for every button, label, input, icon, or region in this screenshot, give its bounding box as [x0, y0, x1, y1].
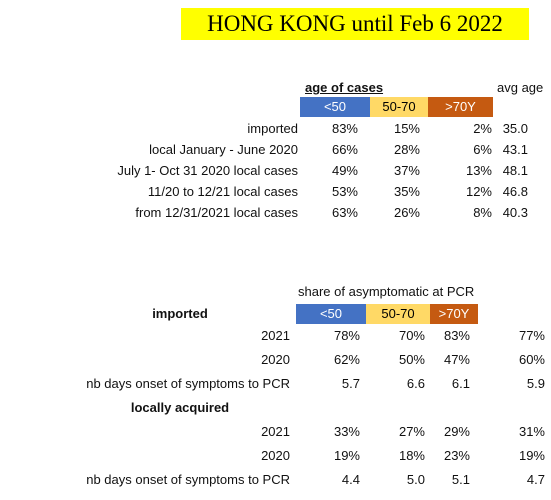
cell: 62% — [333, 352, 360, 367]
cell: 29% — [443, 424, 470, 439]
cell: 48.1 — [502, 163, 528, 178]
cell: 35% — [393, 184, 420, 199]
cell: 83% — [331, 121, 358, 136]
cell: 5.0 — [406, 472, 425, 487]
group-label: share of asymptomatic at PCR — [298, 284, 475, 299]
column-header: <50 — [296, 304, 366, 324]
cell: 37% — [393, 163, 420, 178]
cell: 35.0 — [502, 121, 528, 136]
row-label: July 1- Oct 31 2020 local cases — [117, 163, 298, 178]
cell: 31% — [518, 424, 545, 439]
column-header: 50-70 — [366, 304, 430, 324]
row-label: from 12/31/2021 local cases — [135, 205, 298, 220]
cell: 18% — [398, 448, 425, 463]
cell: 60% — [518, 352, 545, 367]
section-title: locally acquired — [130, 400, 230, 415]
row-label: nb days onset of symptoms to PCR — [86, 376, 290, 391]
cell: 47% — [443, 352, 470, 367]
cell: 46.8 — [502, 184, 528, 199]
row-label: imported — [247, 121, 298, 136]
cell: 33% — [333, 424, 360, 439]
row-label: nb days onset of symptoms to PCR — [86, 472, 290, 487]
cell: 28% — [393, 142, 420, 157]
column-header: >70Y — [428, 97, 493, 117]
cell: 2% — [473, 121, 492, 136]
cell: 50% — [398, 352, 425, 367]
column-header: >70Y — [430, 304, 478, 324]
cell: 4.7 — [526, 472, 545, 487]
cell: 13% — [465, 163, 492, 178]
cell: 19% — [518, 448, 545, 463]
cell: 23% — [443, 448, 470, 463]
cell: 53% — [331, 184, 358, 199]
cell: 4.4 — [341, 472, 360, 487]
column-header: <50 — [300, 97, 370, 117]
row-label: 11/20 to 12/21 local cases — [147, 184, 298, 199]
cell: 5.7 — [341, 376, 360, 391]
row-label: 2021 — [261, 424, 290, 439]
row-label: 2021 — [261, 328, 290, 343]
cell: 43.1 — [502, 142, 528, 157]
row-label: 2020 — [261, 448, 290, 463]
cell: 63% — [331, 205, 358, 220]
cell: 5.9 — [526, 376, 545, 391]
column-header: avg age — [497, 80, 544, 95]
cell: 78% — [333, 328, 360, 343]
cell: 40.3 — [502, 205, 528, 220]
page-title: HONG KONG until Feb 6 2022 — [181, 8, 529, 40]
cell: 15% — [393, 121, 420, 136]
row-label: 2020 — [261, 352, 290, 367]
cell: 70% — [398, 328, 425, 343]
cell: 66% — [331, 142, 358, 157]
cell: 83% — [443, 328, 470, 343]
cell: 6.1 — [451, 376, 470, 391]
cell: 77% — [518, 328, 545, 343]
cell: 12% — [465, 184, 492, 199]
cell: 6% — [473, 142, 492, 157]
row-label: local January - June 2020 — [149, 142, 298, 157]
cell: 26% — [393, 205, 420, 220]
cell: 6.6 — [406, 376, 425, 391]
group-label: age of cases — [305, 80, 384, 95]
cell: 19% — [333, 448, 360, 463]
cell: 5.1 — [451, 472, 470, 487]
cell: 49% — [331, 163, 358, 178]
cell: 8% — [473, 205, 492, 220]
column-header: 50-70 — [370, 97, 428, 117]
section-title: imported — [152, 306, 208, 321]
cell: 27% — [398, 424, 425, 439]
